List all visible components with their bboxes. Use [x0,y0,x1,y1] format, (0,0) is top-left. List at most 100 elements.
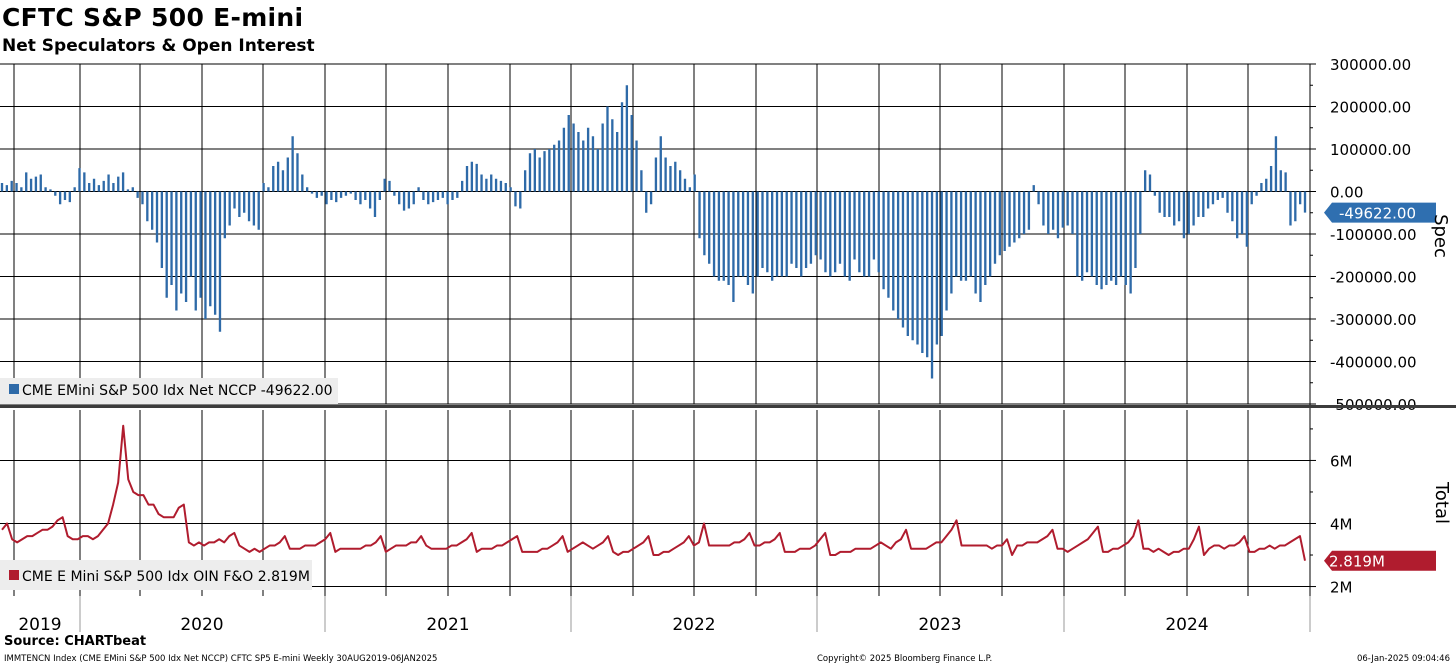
spec-bar [436,191,440,200]
spec-bar [1081,191,1084,281]
spec-bar [974,191,977,294]
last-value-tag-bottom [1324,550,1436,571]
spec-bar [180,191,183,294]
spec-bar [824,191,827,273]
spec-bar [1260,183,1263,192]
spec-bar [5,185,9,192]
spec-bar [1163,191,1166,217]
spec-bar [1114,191,1118,285]
spec-bar [267,187,270,192]
spec-bar [44,187,47,192]
spec-bar [591,136,595,192]
spec-bar [1226,191,1229,213]
spec-bar [1284,172,1287,192]
spec-bar [1245,191,1249,247]
spec-bar [872,191,876,260]
spec-bar [1187,191,1190,234]
last-value-tag-top [1324,202,1436,223]
spec-bar [645,191,648,213]
chart-title: CFTC S&P 500 E-mini [2,3,304,32]
spec-bar [625,85,629,192]
spec-bar [320,191,323,196]
spec-bar [896,191,900,319]
spec-bar [926,191,929,358]
spec-bar [335,191,338,203]
spec-bar [863,191,866,277]
spec-bar [92,178,96,192]
spec-bar [698,191,701,239]
x-tick-label: 2020 [180,615,223,635]
spec-bar [431,191,435,203]
spec-bar [853,191,856,260]
y-tick-label: 6M [1330,452,1353,470]
spec-bar [553,144,556,192]
spec-bar [1236,191,1239,239]
spec-bar [640,170,643,192]
spec-bar [368,191,372,209]
legend-swatch-bottom [9,570,19,580]
spec-bar [485,178,488,192]
spec-bar [998,191,1001,256]
chart-subtitle: Net Speculators & Open Interest [2,36,315,56]
spec-bar [606,106,609,192]
spec-bar [160,191,164,268]
spec-bar [712,191,716,277]
legend-box-bottom [0,560,312,590]
spec-bar [1143,170,1147,192]
spec-bar [1211,191,1215,205]
footer-copyright: Copyright© 2025 Bloomberg Finance L.P. [817,654,993,664]
y-tick-label: 300000.00 [1330,56,1411,74]
spec-bar [1298,191,1302,205]
spec-bar [1192,191,1195,226]
spec-bar [412,191,415,205]
spec-bar [68,191,71,203]
spec-bar [727,191,730,285]
spec-bar [1042,191,1045,226]
spec-bar [1013,191,1016,243]
spec-bar [1037,191,1040,205]
spec-bar [194,191,197,311]
spec-bar [441,191,444,198]
spec-bar [15,183,18,192]
spec-bar [1008,191,1011,247]
x-tick-label: 2024 [1165,615,1208,635]
spec-bar [170,191,173,285]
spec-bar [291,136,294,192]
spec-bar [1056,191,1060,239]
spec-bar [572,123,575,192]
spec-bar [955,191,958,277]
spec-bar [1085,191,1089,273]
spec-bar [107,174,110,192]
spec-bar [1206,191,1210,209]
spec-bar [771,191,774,281]
spec-bar [1250,191,1253,205]
spec-bar [325,191,328,205]
spec-bar [664,157,667,192]
spec-bar [141,191,144,205]
spec-bar [63,191,67,200]
spec-bar [708,191,711,264]
spec-bar [848,191,851,281]
spec-bar [717,191,721,281]
spec-bar [964,191,968,281]
spec-bar [1022,191,1026,234]
footer-timestamp: 06-Jan-2025 09:04:46 [1356,654,1450,664]
spec-bar [1090,191,1094,277]
spec-bar [1139,191,1142,234]
spec-bar [272,166,275,192]
spec-bar [151,191,154,230]
spec-bar [349,191,352,194]
spec-bar [630,115,633,192]
spec-bar [829,191,832,277]
spec-bar [887,191,890,298]
spec-bar [582,140,585,192]
spec-bar [504,183,507,192]
spec-bar [238,191,241,217]
spec-bar [286,157,289,192]
spec-bar [310,191,314,194]
spec-bar [54,191,57,196]
spec-bar [940,191,943,336]
spec-bar [88,183,91,192]
spec-bar [557,140,561,192]
spec-bar [461,180,464,192]
